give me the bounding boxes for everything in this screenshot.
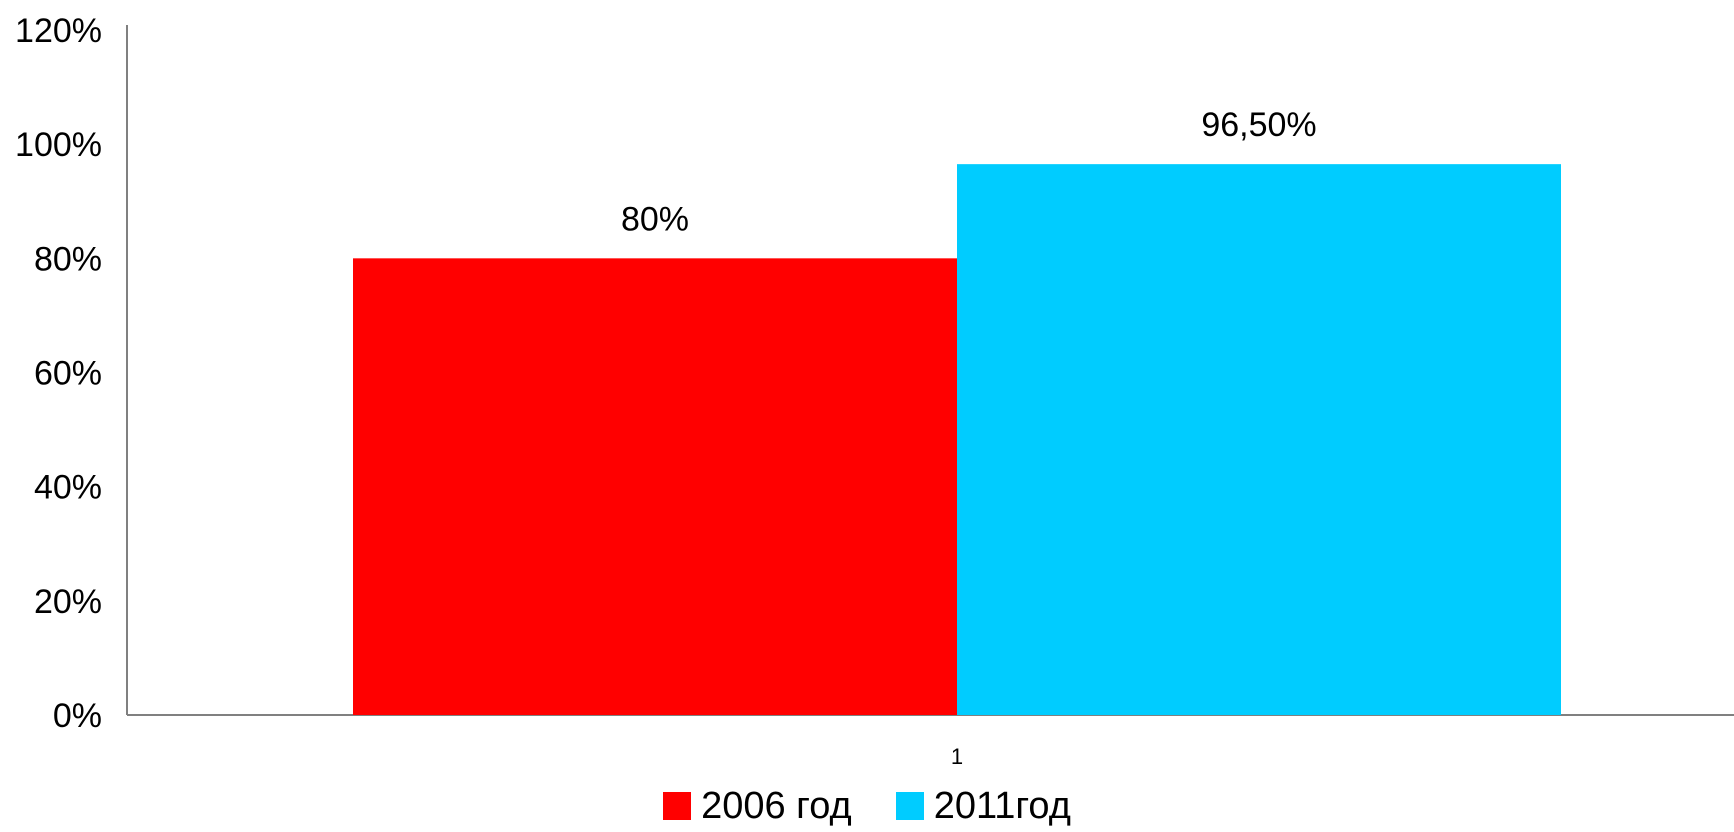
y-tick-label: 40% <box>34 469 102 507</box>
x-category-label: 1 <box>951 744 963 769</box>
data-label-2006: 80% <box>621 200 689 238</box>
legend-swatch-2006 <box>663 792 692 820</box>
y-tick-label: 0% <box>53 697 102 735</box>
bar-2011 <box>957 164 1561 716</box>
y-tick-label: 120% <box>15 12 102 50</box>
y-axis-ticks: 0% 20% 40% 60% 80% 100% 120% <box>15 12 102 735</box>
y-tick-label: 80% <box>34 240 102 278</box>
legend: 2006 год 2011год <box>0 782 1734 830</box>
legend-item-2006: 2006 год <box>663 785 852 828</box>
legend-item-2011: 2011год <box>895 784 1071 828</box>
legend-label-2006: 2006 год <box>701 784 852 827</box>
legend-swatch-2011 <box>895 792 924 820</box>
legend-label-2011: 2011год <box>933 784 1071 827</box>
bars <box>353 164 1561 716</box>
y-tick-label: 60% <box>34 355 102 393</box>
data-label-2011: 96,50% <box>1201 106 1316 144</box>
y-tick-label: 20% <box>34 583 102 621</box>
data-labels: 80% 96,50% <box>621 106 1317 238</box>
y-tick-label: 100% <box>15 126 102 164</box>
bar-2006 <box>353 258 957 715</box>
